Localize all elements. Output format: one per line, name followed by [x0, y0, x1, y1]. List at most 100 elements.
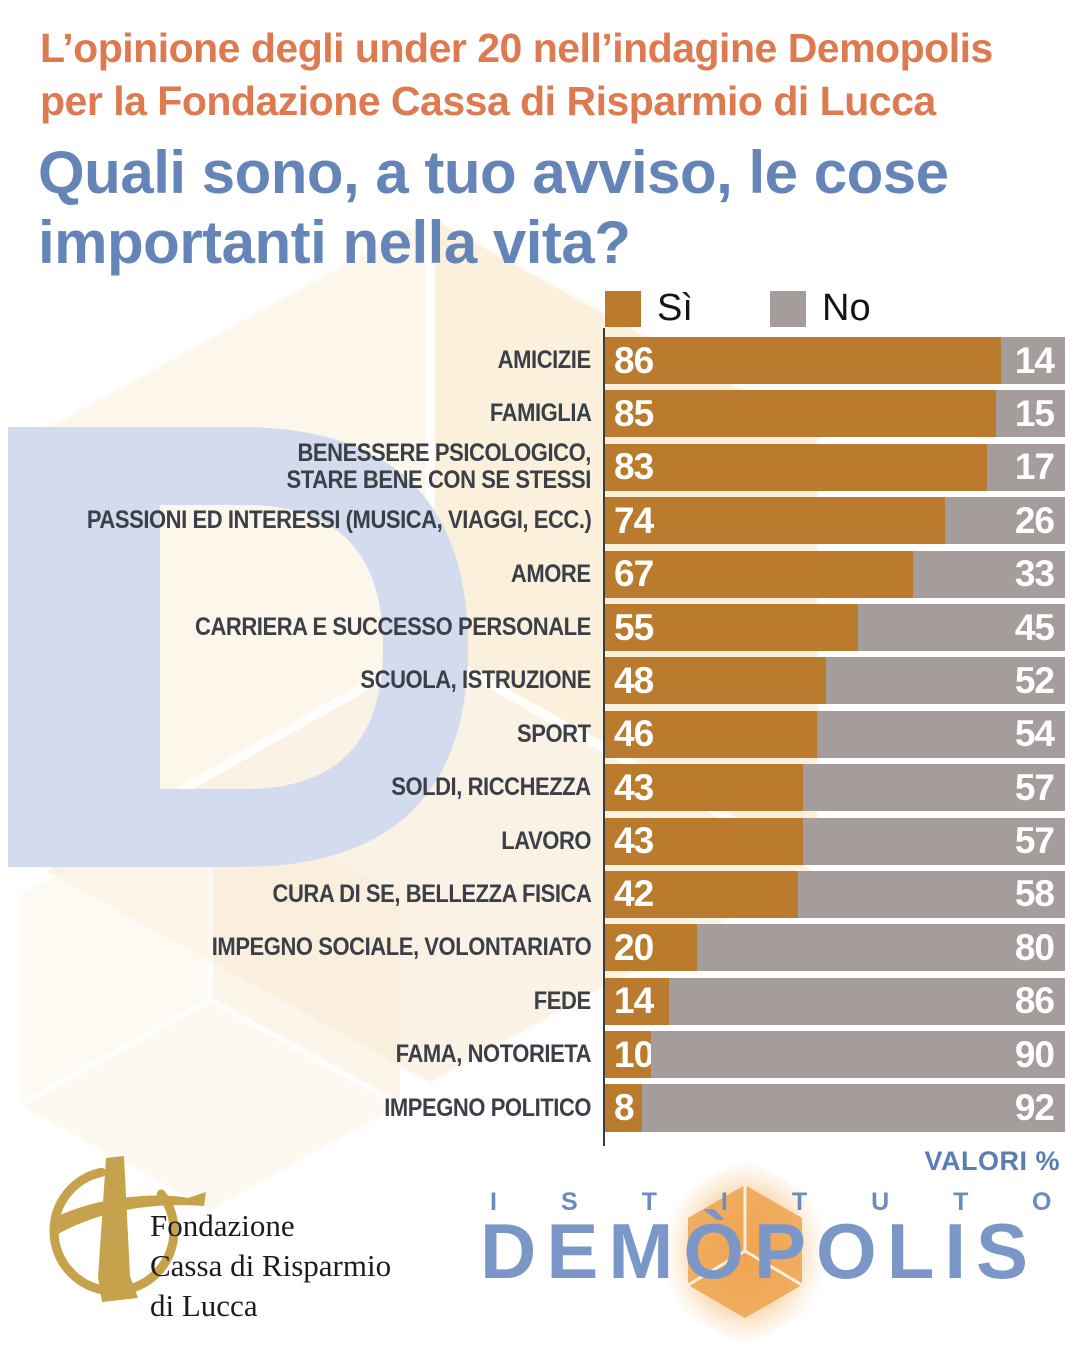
- demopolis-wordmark: DEMÒPOLIS: [480, 1207, 1039, 1295]
- value-yes: 67: [614, 553, 654, 595]
- stacked-bar: 85 15: [605, 390, 1065, 438]
- category-label: FEDE: [534, 986, 591, 1015]
- value-no: 17: [1014, 446, 1055, 488]
- stacked-bar: 20 80: [605, 924, 1065, 972]
- bar-segment-yes: 20: [605, 924, 697, 972]
- chart-row: AMICIZIE 86 14: [0, 337, 1065, 385]
- bar-segment-no: 57: [802, 817, 1065, 865]
- chart-row: FAMA, NOTORIETA 10 90: [0, 1031, 1065, 1079]
- stacked-bar: 83 17: [605, 443, 1065, 491]
- bar-segment-no: 80: [697, 924, 1065, 972]
- value-yes: 85: [614, 392, 654, 434]
- chart-row: CARRIERA E SUCCESSO PERSONALE 55 45: [0, 603, 1065, 652]
- value-no: 57: [1014, 820, 1055, 862]
- value-no: 14: [1014, 339, 1055, 381]
- bar-segment-no: 57: [802, 764, 1065, 812]
- bar-segment-yes: 8: [605, 1084, 642, 1132]
- chart-row: FEDE 14 86: [0, 977, 1065, 1025]
- value-no: 86: [1014, 980, 1055, 1022]
- bar-segment-yes: 14: [605, 977, 670, 1025]
- stacked-bar: 43 57: [605, 764, 1065, 812]
- value-yes: 43: [614, 820, 654, 862]
- value-no: 15: [1014, 392, 1055, 434]
- bar-segment-no: 33: [913, 550, 1065, 598]
- legend-label-yes: Sì: [657, 287, 693, 329]
- value-yes: 20: [614, 926, 654, 968]
- chart-row: CURA DI SE, BELLEZZA FISICA 42 58: [0, 870, 1065, 918]
- bar-segment-no: 58: [798, 870, 1065, 918]
- value-no: 26: [1014, 499, 1055, 541]
- bar-segment-no: 45: [858, 603, 1065, 652]
- stacked-bar: 46 54: [605, 710, 1065, 758]
- category-label: LAVORO: [501, 826, 591, 855]
- legend-swatch-yes: [605, 290, 641, 327]
- stacked-bar: 10 90: [605, 1031, 1065, 1079]
- legend-item-yes: Sì: [605, 287, 693, 330]
- bar-segment-yes: 86: [605, 337, 1001, 385]
- stacked-bar: 8 92: [605, 1084, 1065, 1132]
- category-label: CURA DI SE, BELLEZZA FISICA: [272, 879, 591, 908]
- value-yes: 46: [614, 713, 654, 755]
- value-yes: 14: [614, 980, 654, 1022]
- bar-segment-no: 90: [651, 1031, 1065, 1079]
- bar-segment-no: 17: [986, 443, 1065, 491]
- value-no: 52: [1014, 659, 1055, 701]
- category-label: SPORT: [517, 719, 591, 748]
- value-yes: 8: [614, 1087, 635, 1129]
- value-no: 90: [1014, 1033, 1055, 1075]
- bar-segment-no: 15: [996, 390, 1065, 438]
- chart-row: IMPEGNO POLITICO 8 92: [0, 1084, 1065, 1132]
- bar-segment-yes: 83: [605, 443, 987, 491]
- bar-segment-no: 54: [816, 710, 1065, 758]
- bar-segment-yes: 55: [605, 603, 858, 652]
- bar-segment-no: 86: [669, 977, 1065, 1025]
- value-yes: 48: [614, 659, 654, 701]
- value-no: 92: [1014, 1087, 1055, 1129]
- bar-segment-yes: 85: [605, 390, 996, 438]
- stacked-bar: 42 58: [605, 870, 1065, 918]
- chart-row: LAVORO 43 57: [0, 817, 1065, 865]
- values-unit-note: VALORI %: [924, 1146, 1060, 1176]
- value-no: 45: [1014, 606, 1055, 648]
- istituto-demopolis-logo: ISTITUTO DEMÒPOLIS: [480, 1158, 1065, 1347]
- page-title: Quali sono, a tuo avviso, le cose import…: [38, 139, 949, 276]
- value-no: 80: [1014, 926, 1055, 968]
- bar-segment-yes: 10: [605, 1031, 654, 1079]
- kicker-title: L’opinione degli under 20 nell’indagine …: [40, 25, 993, 124]
- chart-row: IMPEGNO SOCIALE, VOLONTARIATO 20 80: [0, 924, 1065, 972]
- category-label: CARRIERA E SUCCESSO PERSONALE: [195, 613, 591, 641]
- category-label: AMORE: [511, 559, 591, 588]
- value-no: 57: [1014, 766, 1055, 808]
- chart-row: BENESSERE PSICOLOGICO, STARE BENE CON SE…: [0, 439, 1065, 495]
- stacked-bar: 55 45: [605, 603, 1065, 652]
- chart-axis-line: [603, 328, 605, 1146]
- chart-row: SPORT 46 54: [0, 710, 1065, 758]
- value-yes: 74: [614, 499, 654, 541]
- demopolis-hexagon-icon: [662, 1158, 828, 1347]
- category-label: AMICIZIE: [497, 346, 591, 375]
- legend-swatch-no: [770, 290, 806, 327]
- category-label: IMPEGNO POLITICO: [384, 1093, 591, 1122]
- bar-segment-yes: 42: [605, 870, 799, 918]
- istituto-wordmark: ISTITUTO: [490, 1188, 1080, 1216]
- stacked-bar: 86 14: [605, 337, 1065, 385]
- value-yes: 42: [614, 873, 654, 915]
- value-yes: 55: [614, 606, 654, 648]
- chart-row: AMORE 67 33: [0, 550, 1065, 598]
- category-label: PASSIONI ED INTERESSI (MUSICA, VIAGGI, E…: [86, 506, 591, 535]
- bar-segment-no: 92: [641, 1084, 1065, 1132]
- value-yes: 86: [614, 339, 654, 381]
- bar-segment-yes: 48: [605, 657, 826, 705]
- bar-segment-yes: 67: [605, 550, 914, 598]
- legend-label-no: No: [822, 287, 871, 329]
- category-label: SCUOLA, ISTRUZIONE: [360, 666, 592, 695]
- stacked-bar: 14 86: [605, 977, 1065, 1025]
- value-no: 54: [1014, 713, 1055, 755]
- chart-row: SOLDI, RICCHEZZA 43 57: [0, 764, 1065, 812]
- bar-chart: AMICIZIE 86 14 FAMIGLIA 85 15 BENESSERE PSICOL…: [0, 337, 1065, 1138]
- value-yes: 43: [614, 766, 654, 808]
- category-label: FAMA, NOTORIETA: [395, 1040, 592, 1069]
- category-label: BENESSERE PSICOLOGICO, STARE BENE CON SE…: [286, 439, 592, 495]
- chart-row: PASSIONI ED INTERESSI (MUSICA, VIAGGI, E…: [0, 497, 1065, 545]
